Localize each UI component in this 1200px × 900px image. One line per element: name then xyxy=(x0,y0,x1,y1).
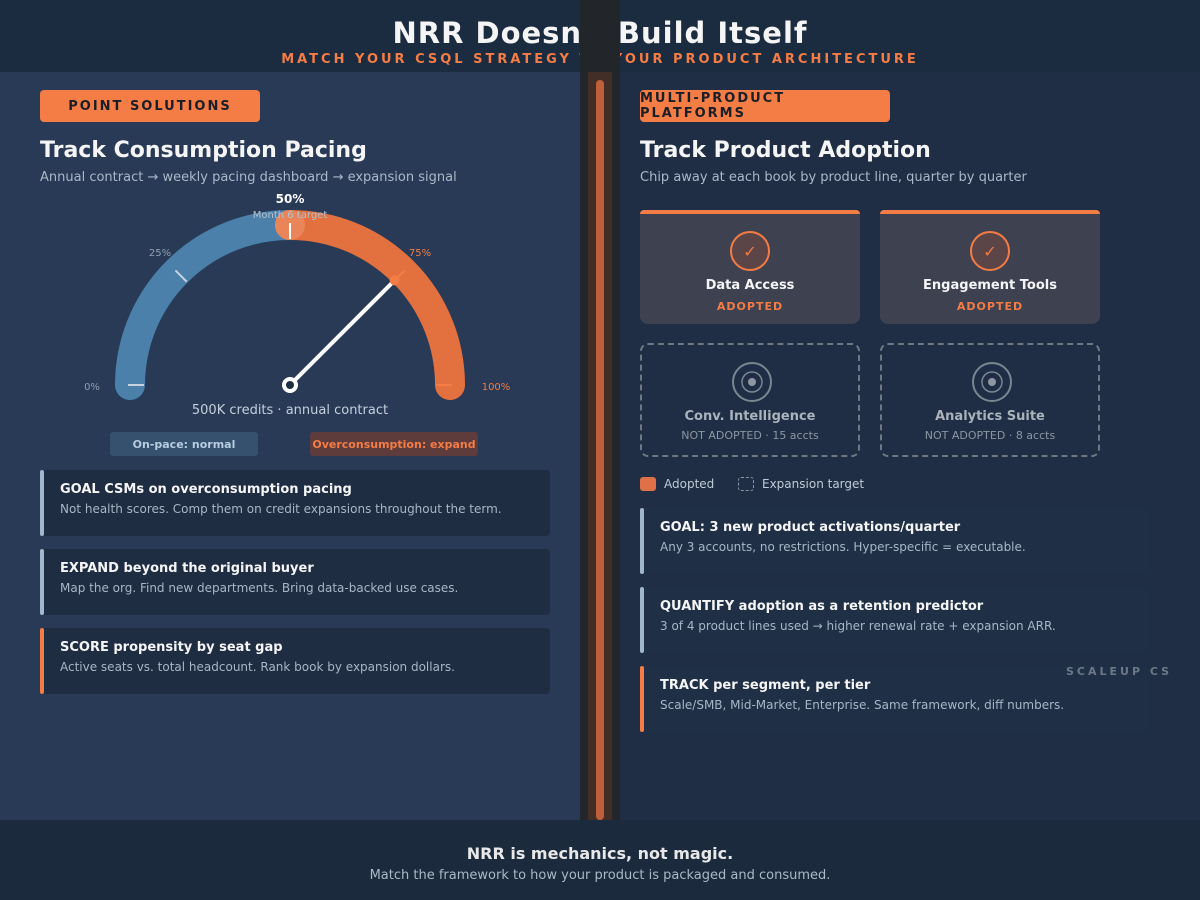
card-title: TRACK per segment, per tier xyxy=(660,678,871,693)
card-accent-bar xyxy=(40,628,44,694)
right-card-quantify: QUANTIFY adoption as a retention predict… xyxy=(640,587,1150,653)
check-icon: ✓ xyxy=(970,231,1010,271)
target-icon xyxy=(732,362,772,402)
svg-text:✓: ✓ xyxy=(983,242,996,261)
multi-product-pill: MULTI-PRODUCT PLATFORMS xyxy=(640,90,890,122)
card-text: Not health scores. Comp them on credit e… xyxy=(60,502,502,516)
legend-adopted: Adopted xyxy=(640,476,714,492)
point-solutions-pill: POINT SOLUTIONS xyxy=(40,90,260,122)
gauge-tick-label-75: 75% xyxy=(409,248,431,259)
gauge-caption: 500K credits · annual contract xyxy=(192,403,388,418)
left-card-goal: GOAL CSMs on overconsumption pacing Not … xyxy=(40,470,550,536)
gauge-target-caption: Month 6 target xyxy=(253,210,328,221)
card-accent-bar xyxy=(640,587,644,653)
check-icon: ✓ xyxy=(730,231,770,271)
left-card-expand: EXPAND beyond the original buyer Map the… xyxy=(40,549,550,615)
tile-status: ADOPTED xyxy=(716,300,784,313)
consumption-gauge: 0% 25% 75% 100% 50% Month 6 target 500K … xyxy=(84,192,511,418)
card-title: QUANTIFY adoption as a retention predict… xyxy=(660,599,984,614)
card-accent-bar xyxy=(640,508,644,574)
tile-conv-intelligence: Conv. Intelligence NOT ADOPTED · 15 acct… xyxy=(640,343,860,457)
tile-engagement-tools: ✓ Engagement Tools ADOPTED xyxy=(880,210,1100,324)
gauge-needle-tip xyxy=(389,275,400,286)
target-icon xyxy=(972,362,1012,402)
right-section-title: Track Product Adoption xyxy=(640,138,931,163)
gauge-tick-label-100: 100% xyxy=(482,382,511,393)
tile-name: Conv. Intelligence xyxy=(684,409,816,424)
tile-data-access: ✓ Data Access ADOPTED xyxy=(640,210,860,324)
legend-target: Expansion target xyxy=(738,476,864,492)
gauge-hub-inner xyxy=(286,381,294,389)
left-panel xyxy=(0,72,580,820)
overconsumption-tag: Overconsumption: expand xyxy=(310,432,478,456)
right-card-track: TRACK per segment, per tier Scale/SMB, M… xyxy=(640,666,1150,732)
left-card-score: SCORE propensity by seat gap Active seat… xyxy=(40,628,550,694)
card-title: GOAL CSMs on overconsumption pacing xyxy=(60,482,352,497)
card-accent-bar xyxy=(640,666,644,732)
scaleup-cs-watermark: SCALEUP CS xyxy=(1066,665,1173,678)
footer-title: NRR is mechanics, not magic. xyxy=(466,844,734,863)
legend-swatch-adopted xyxy=(640,477,656,491)
svg-text:✓: ✓ xyxy=(743,242,756,261)
card-text: Scale/SMB, Mid-Market, Enterprise. Same … xyxy=(660,698,1065,712)
legend-label-target: Expansion target xyxy=(762,477,865,491)
gauge-tick-label-25: 25% xyxy=(149,248,171,259)
card-accent-bar xyxy=(40,470,44,536)
tile-analytics-suite: Analytics Suite NOT ADOPTED · 8 accts xyxy=(880,343,1100,457)
tile-status: NOT ADOPTED · 8 accts xyxy=(924,429,1056,442)
tile-name: Engagement Tools xyxy=(923,278,1057,293)
on-pace-tag: On-pace: normal xyxy=(110,432,258,456)
tile-name: Data Access xyxy=(705,278,795,293)
tile-status: NOT ADOPTED · 15 accts xyxy=(681,429,819,442)
card-accent-bar xyxy=(40,549,44,615)
card-text: 3 of 4 product lines used → higher renew… xyxy=(660,619,1056,633)
gauge-needle xyxy=(288,278,397,387)
gauge-target-label: 50% xyxy=(276,192,305,206)
card-text: Map the org. Find new departments. Bring… xyxy=(60,581,459,595)
divider-bar xyxy=(596,80,604,820)
tile-status: ADOPTED xyxy=(956,300,1024,313)
footer: NRR is mechanics, not magic. Match the f… xyxy=(0,820,1200,900)
card-text: Active seats vs. total headcount. Rank b… xyxy=(60,660,455,674)
gauge-tick-label-0: 0% xyxy=(84,382,100,393)
left-section-subtitle: Annual contract → weekly pacing dashboar… xyxy=(40,170,457,185)
tile-name: Analytics Suite xyxy=(935,409,1045,424)
legend-label-adopted: Adopted xyxy=(664,477,715,491)
card-title: EXPAND beyond the original buyer xyxy=(60,561,314,576)
card-text: Any 3 accounts, no restrictions. Hyper-s… xyxy=(660,540,1026,554)
right-section-subtitle: Chip away at each book by product line, … xyxy=(640,170,1027,185)
left-section-title: Track Consumption Pacing xyxy=(40,138,367,163)
footer-subtitle: Match the framework to how your product … xyxy=(369,868,831,883)
right-card-goal: GOAL: 3 new product activations/quarter … xyxy=(640,508,1150,574)
legend-swatch-target xyxy=(738,477,754,491)
card-title: GOAL: 3 new product activations/quarter xyxy=(660,520,961,535)
gauge-tick-25 xyxy=(174,269,188,283)
card-title: SCORE propensity by seat gap xyxy=(60,640,283,655)
